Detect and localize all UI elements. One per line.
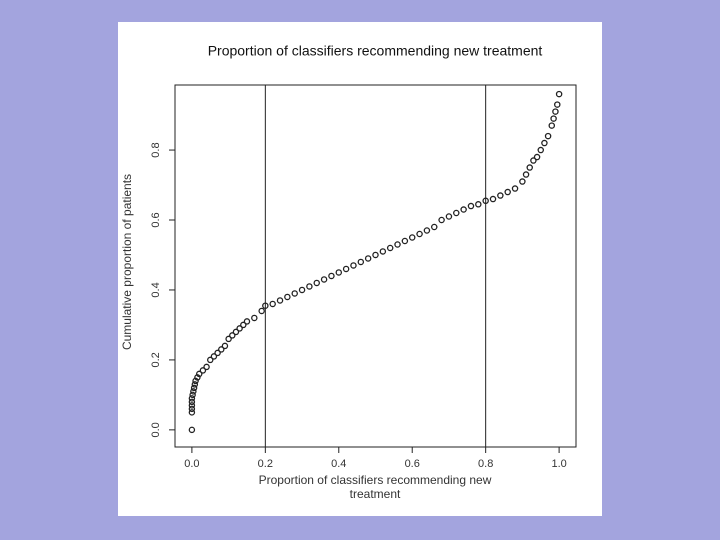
point — [188, 409, 196, 416]
point — [541, 139, 548, 147]
point — [190, 384, 198, 392]
x-tick-label: 1.0 — [551, 458, 566, 470]
point — [313, 279, 320, 287]
point — [207, 356, 214, 364]
point — [251, 314, 258, 322]
point — [372, 251, 379, 259]
point — [188, 426, 196, 434]
point — [328, 272, 335, 280]
point — [221, 342, 229, 350]
x-tick-label: 0.8 — [478, 458, 493, 470]
chart-title: Proportion of classifiers recommending n… — [208, 43, 543, 59]
point — [386, 244, 394, 252]
point — [218, 346, 225, 353]
point — [229, 332, 236, 339]
point — [460, 206, 467, 213]
point — [350, 262, 357, 269]
point — [408, 234, 416, 241]
point — [519, 178, 526, 185]
point — [236, 325, 243, 332]
point — [214, 349, 221, 357]
point — [482, 197, 489, 205]
point — [191, 381, 199, 388]
point — [298, 286, 306, 294]
point — [530, 157, 537, 164]
point — [188, 395, 196, 402]
point — [188, 402, 196, 409]
point — [188, 398, 196, 406]
point — [554, 101, 561, 108]
plot-frame — [174, 84, 577, 448]
point — [431, 223, 438, 231]
point — [394, 241, 401, 248]
point — [189, 391, 196, 399]
point — [291, 290, 298, 297]
slide-panel — [118, 22, 602, 516]
point — [453, 209, 460, 217]
point — [423, 227, 431, 234]
point — [342, 265, 350, 273]
point — [552, 108, 559, 115]
x-axis-label: Proportion of classifiers recommending n… — [258, 473, 492, 501]
point — [497, 192, 504, 199]
point — [379, 248, 387, 255]
point — [533, 153, 541, 161]
point — [522, 171, 530, 178]
point — [262, 302, 269, 309]
point — [210, 353, 218, 360]
point — [232, 328, 240, 336]
point — [258, 307, 265, 315]
point — [504, 188, 511, 196]
point — [548, 122, 556, 129]
point — [438, 216, 445, 224]
x-tick-label: 0.4 — [331, 458, 346, 470]
point — [445, 213, 453, 220]
point — [276, 297, 284, 304]
y-tick-label: 0.2 — [150, 352, 162, 367]
x-tick-label: 0.0 — [184, 458, 199, 470]
point — [203, 363, 210, 371]
point — [467, 202, 475, 210]
y-axis-label: Cumulative proportion of patients — [120, 174, 134, 350]
point — [550, 115, 557, 122]
y-tick-label: 0.0 — [150, 422, 162, 437]
point — [284, 293, 291, 301]
point — [188, 405, 196, 413]
point — [243, 318, 251, 325]
point — [306, 283, 313, 290]
point — [526, 164, 533, 171]
point — [240, 321, 247, 329]
point — [401, 237, 409, 245]
point — [320, 276, 328, 283]
y-tick-label: 0.8 — [150, 142, 162, 157]
point — [195, 370, 203, 378]
point — [537, 146, 544, 154]
point — [555, 90, 563, 98]
point — [190, 388, 197, 395]
x-tick-label: 0.6 — [405, 458, 420, 470]
point — [199, 367, 207, 374]
point — [511, 185, 519, 192]
y-tick-label: 0.4 — [150, 282, 162, 297]
point — [225, 335, 232, 343]
point — [544, 132, 552, 140]
point — [269, 300, 276, 308]
point — [489, 195, 497, 203]
point — [357, 258, 365, 266]
point — [475, 201, 482, 208]
point — [416, 230, 423, 238]
x-tick-label: 0.2 — [258, 458, 273, 470]
point — [335, 269, 343, 276]
point — [364, 255, 372, 262]
y-tick-label: 0.6 — [150, 212, 162, 227]
